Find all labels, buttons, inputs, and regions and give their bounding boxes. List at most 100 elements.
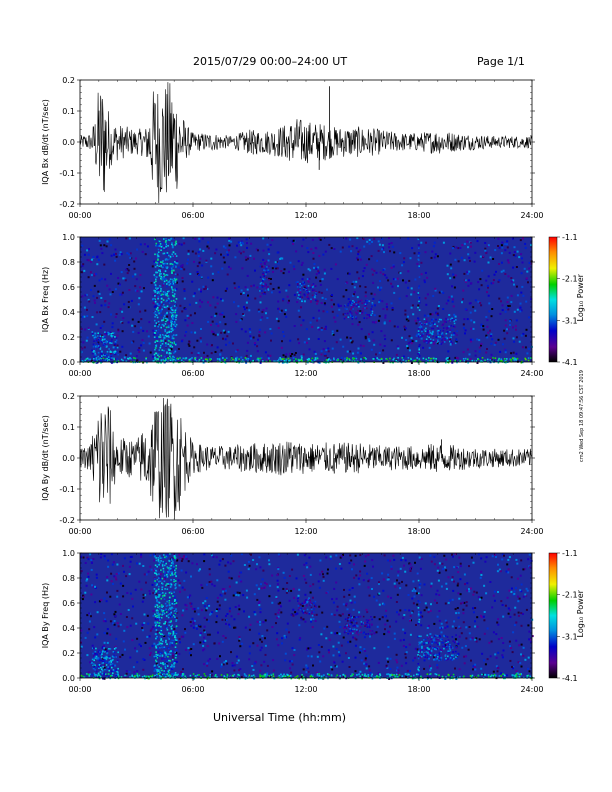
spectrogram-pixel [109,620,112,623]
spectrogram-pixel [113,670,116,672]
spectrogram-pixel [114,353,116,356]
spectrogram-pixel [349,302,352,305]
spectrogram-pixel [94,338,96,340]
spectrogram-pixel [319,573,321,576]
spectrogram-pixel [208,581,211,583]
spectrogram-pixel [352,608,355,611]
spectrogram-pixel [366,317,368,320]
spectrogram-pixel [143,243,146,246]
spectrogram-pixel [157,260,159,263]
spectrogram-pixel [372,565,374,568]
spectrogram-pixel [242,313,244,315]
spectrogram-pixel [525,587,528,590]
spectrogram-pixel [84,636,87,639]
spectrogram-pixel [238,639,241,642]
spectrogram-pixel [203,636,206,639]
y-axis-label: IQA Bx dB/dt (nT/sec) [41,99,50,185]
spectrogram-pixel [244,678,247,680]
spectrogram-pixel [119,582,122,585]
spectrogram-pixel [258,335,261,338]
spectrogram-pixel [438,610,441,612]
spectrogram-pixel [449,677,451,680]
spectrogram-pixel [168,320,171,322]
spectrogram-pixel [83,676,86,678]
spectrogram-pixel [515,266,518,268]
spectrogram-pixel [160,360,163,363]
spectrogram-pixel [224,592,227,595]
spectrogram-pixel [150,627,153,630]
spectrogram-pixel [246,242,248,245]
spectrogram-pixel [447,673,450,676]
spectrogram-pixel [354,311,357,314]
spectrogram-pixel [282,299,284,302]
spectrogram-pixel [454,627,457,629]
spectrogram-pixel [151,265,154,268]
spectrogram-pixel [315,291,317,294]
spectrogram-pixel [303,283,306,286]
spectrogram-pixel [285,359,288,361]
spectrogram-pixel [389,674,391,676]
spectrogram-pixel [268,265,270,268]
spectrogram-pixel [171,309,174,311]
spectrogram-pixel [98,279,101,282]
spectrogram-pixel [358,321,361,324]
spectrogram-pixel [141,676,144,678]
spectrogram-pixel [411,610,414,613]
spectrogram-pixel [168,352,171,355]
spectrogram-pixel [172,251,175,254]
spectrogram-pixel [464,645,467,648]
spectrogram-pixel [197,607,200,610]
spectrogram-pixel [110,244,113,247]
spectrogram-pixel [302,353,305,356]
spectrogram-pixel [248,357,251,360]
spectrogram-pixel [430,582,433,585]
spectrogram-pixel [90,274,93,277]
spectrogram-pixel [418,265,420,267]
spectrogram-pixel [161,308,163,311]
spectrogram-pixel [123,557,126,560]
spectrogram-pixel [459,360,462,362]
spectrogram-pixel [100,361,102,364]
y-tick-label: 0.0 [62,454,75,463]
spectrogram-pixel [104,278,107,281]
spectrogram-pixel [210,674,213,676]
spectrogram-pixel [268,595,271,598]
spectrogram-pixel [513,251,516,253]
spectrogram-pixel [505,570,508,573]
spectrogram-pixel [141,250,144,253]
spectrogram-pixel [342,554,344,556]
spectrogram-pixel [515,673,518,675]
spectrogram-pixel [98,674,100,676]
spectrogram-pixel [159,334,162,336]
spectrogram-pixel [248,297,251,300]
spectrogram-pixel [425,361,427,364]
spectrogram-pixel [461,601,464,604]
spectrogram-pixel [362,345,365,347]
spectrogram-pixel [440,337,443,340]
spectrogram-pixel [100,297,103,299]
y-tick-label: 0.8 [62,258,75,267]
spectrogram-pixel [519,574,522,577]
spectrogram-pixel [114,343,117,345]
spectrogram-pixel [517,661,520,664]
spectrogram-pixel [407,357,410,359]
spectrogram-pixel [418,586,421,589]
spectrogram-pixel [109,675,112,677]
spectrogram-pixel [280,611,283,614]
spectrogram-pixel [364,312,367,314]
spectrogram-pixel [482,615,485,618]
spectrogram-pixel [189,621,192,623]
spectrogram-pixel [341,361,344,364]
spectrogram-pixel [377,661,380,664]
spectrogram-pixel [478,638,481,641]
spectrogram-pixel [377,672,380,675]
spectrogram-pixel [150,281,153,284]
spectrogram-pixel [363,245,366,248]
spectrogram-pixel [445,587,448,590]
spectrogram-pixel [268,253,271,256]
spectrogram-pixel [474,354,477,357]
spectrogram-pixel [368,242,371,245]
spectrogram-pixel [252,668,255,671]
spectrogram-pixel [199,634,202,637]
spectrogram-pixel [487,261,490,264]
